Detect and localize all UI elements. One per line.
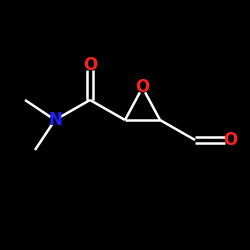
Text: O: O bbox=[136, 78, 149, 96]
Text: N: N bbox=[48, 111, 62, 129]
Text: O: O bbox=[83, 56, 97, 74]
Text: O: O bbox=[223, 131, 237, 149]
